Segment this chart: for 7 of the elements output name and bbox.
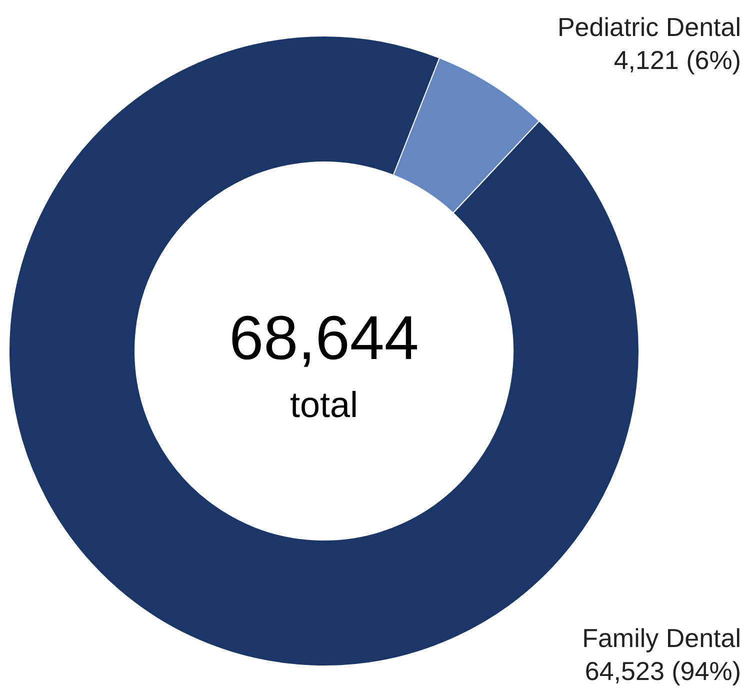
text: 68,644 (229, 304, 419, 373)
slice-label: Family Dental (582, 623, 741, 653)
data-label: 64,523 (94%) (584, 656, 741, 686)
slice-label: Pediatric Dental (557, 12, 741, 42)
donut-slice (392, 57, 540, 214)
text: total (290, 384, 358, 425)
data-label: 4,121 (6%) (614, 45, 741, 75)
